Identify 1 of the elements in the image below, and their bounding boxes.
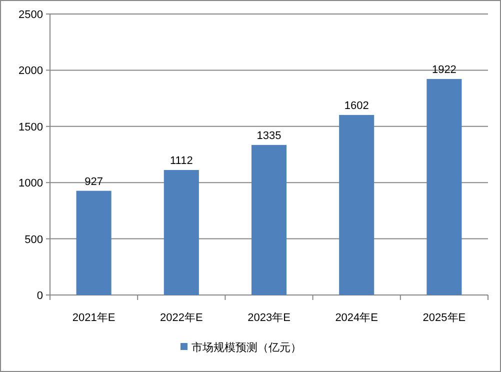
legend-label: 市场规模预测（亿元） — [192, 341, 302, 354]
